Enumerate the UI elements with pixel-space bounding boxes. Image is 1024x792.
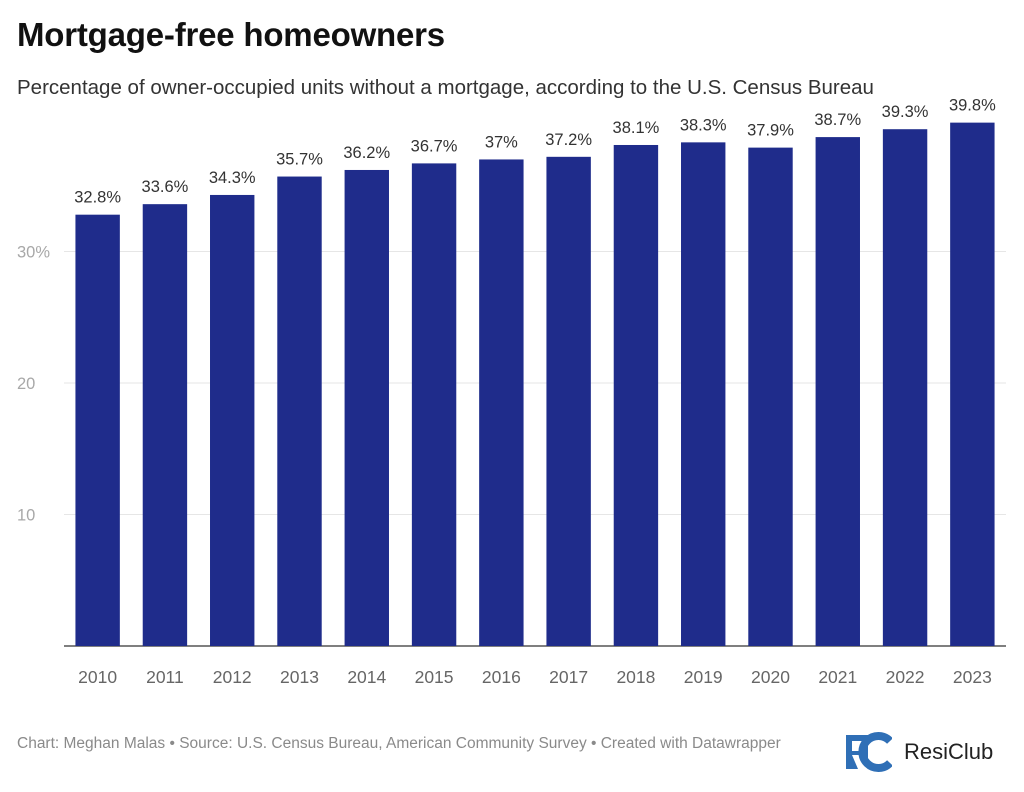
x-tick-label-2017: 2017 [549,667,588,687]
bar-2021 [815,137,860,646]
value-label-2012: 34.3% [209,169,256,187]
value-label-2015: 36.7% [411,137,458,155]
bar-2016 [479,159,524,646]
bars [75,122,995,647]
chart-title: Mortgage-free homeowners [17,16,445,53]
bar-2017 [546,156,591,646]
value-label-2013: 35.7% [276,151,323,169]
chart-credit: Chart: Meghan Malas • Source: U.S. Censu… [17,735,781,752]
y-tick-label: 30% [17,244,50,262]
value-label-2019: 38.3% [680,116,727,134]
x-tick-label-2023: 2023 [953,667,992,687]
y-tick-label: 20 [17,375,35,393]
value-label-2023: 39.8% [949,97,996,115]
value-label-2011: 33.6% [142,178,189,196]
x-tick-label-2021: 2021 [818,667,857,687]
x-tick-label-2022: 2022 [886,667,925,687]
x-axis: 2010 2011 2012 2013 2014 2015 2016 2017 2018 2019… [78,667,992,687]
value-label-2016: 37% [485,133,518,151]
x-tick-label-2020: 2020 [751,667,790,687]
resiclub-logo-icon [846,732,892,772]
x-tick-label-2019: 2019 [684,667,723,687]
resiclub-logo: ResiClub [846,727,993,777]
gridlines [64,251,1006,647]
x-tick-label-2011: 2011 [146,667,184,687]
value-labels: 32.8% 33.6% 34.3% 35.7% 36.2% 36.7% 37% 37.2% 38… [74,97,996,207]
bar-2011 [142,204,188,646]
bar-2012 [210,194,255,646]
value-label-2022: 39.3% [882,103,929,121]
y-axis: 10 20 30% [17,244,50,525]
bar-chart: 32.8% 33.6% 34.3% 35.7% 36.2% 36.7% 37% 37.2% 38… [17,97,1006,687]
bar-2010 [75,214,120,646]
x-tick-label-2014: 2014 [347,667,386,687]
bar-2023 [950,122,995,646]
value-label-2017: 37.2% [545,131,592,149]
x-tick-label-2013: 2013 [280,667,319,687]
bar-2019 [681,142,726,647]
x-tick-label-2016: 2016 [482,667,521,687]
resiclub-logo-text: ResiClub [904,739,994,764]
value-label-2021: 38.7% [814,111,861,129]
x-tick-label-2010: 2010 [78,667,117,687]
bar-2020 [748,147,793,647]
bar-2018 [613,144,659,647]
y-tick-label: 10 [17,507,35,525]
value-label-2014: 36.2% [343,144,390,162]
bar-2014 [344,169,389,646]
x-tick-label-2012: 2012 [213,667,252,687]
x-tick-label-2015: 2015 [415,667,454,687]
value-label-2018: 38.1% [613,119,660,137]
x-tick-label-2018: 2018 [616,667,655,687]
chart-subtitle: Percentage of owner-occupied units witho… [17,76,874,99]
value-label-2020: 37.9% [747,122,794,140]
value-label-2010: 32.8% [74,189,121,207]
bar-2013 [277,176,322,647]
bar-2015 [411,163,457,646]
bar-2022 [882,129,928,646]
